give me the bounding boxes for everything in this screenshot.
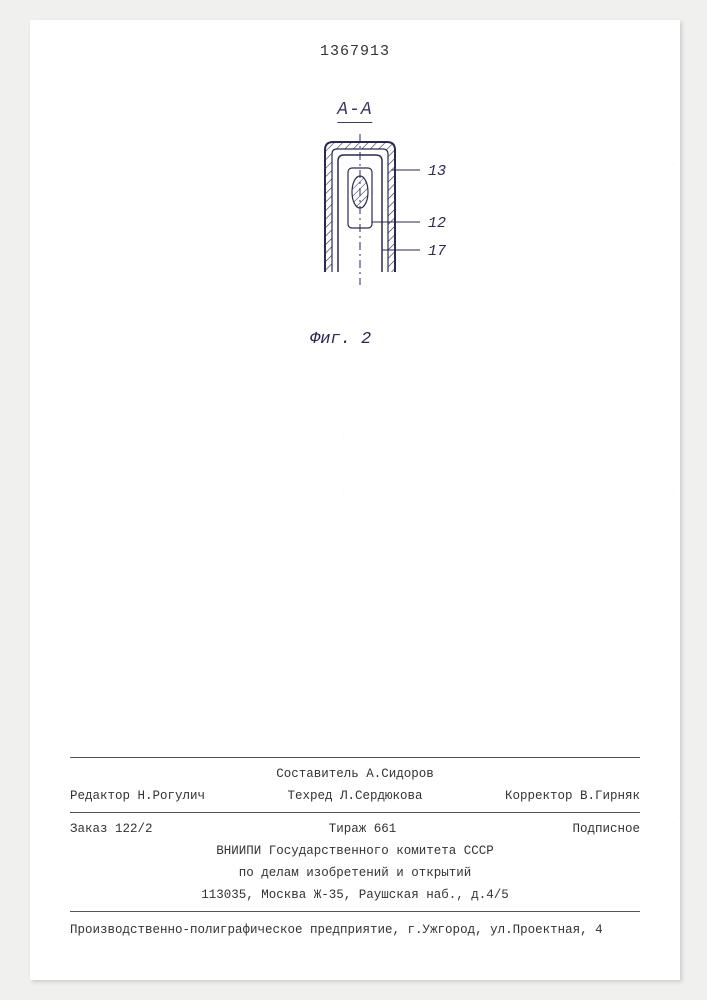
print-info-line: Заказ 122/2 Тираж 661 Подписное xyxy=(70,819,640,839)
credits-line: Редактор Н.Рогулич Техред Л.Сердюкова Ко… xyxy=(70,786,640,806)
subscription: Подписное xyxy=(572,819,640,839)
org2: по делам изобретений и открытий xyxy=(70,863,640,883)
figure-svg: 13 12 17 xyxy=(270,130,470,300)
page: 1367913 А-А xyxy=(30,20,680,980)
compiler-line: Составитель А.Сидоров xyxy=(70,764,640,784)
corrector: Корректор В.Гирняк xyxy=(505,786,640,806)
org1: ВНИИПИ Государственного комитета СССР xyxy=(70,841,640,861)
divider-bot xyxy=(70,911,640,912)
figure-2: 13 12 17 xyxy=(270,130,470,330)
techred: Техред Л.Сердюкова xyxy=(287,786,422,806)
footer: Составитель А.Сидоров Редактор Н.Рогулич… xyxy=(70,751,640,940)
divider-mid xyxy=(70,812,640,813)
divider-top xyxy=(70,757,640,758)
order: Заказ 122/2 xyxy=(70,819,153,839)
callout-13: 13 xyxy=(428,163,446,180)
figure-caption: Фиг. 2 xyxy=(310,330,371,349)
document-number: 1367913 xyxy=(320,43,390,60)
address: 113035, Москва Ж-35, Раушская наб., д.4/… xyxy=(70,885,640,905)
editor: Редактор Н.Рогулич xyxy=(70,786,205,806)
circulation: Тираж 661 xyxy=(329,819,397,839)
section-label: А-А xyxy=(337,100,372,123)
callout-17: 17 xyxy=(428,243,446,260)
printer: Производственно-полиграфическое предприя… xyxy=(70,920,640,940)
callout-12: 12 xyxy=(428,215,446,232)
